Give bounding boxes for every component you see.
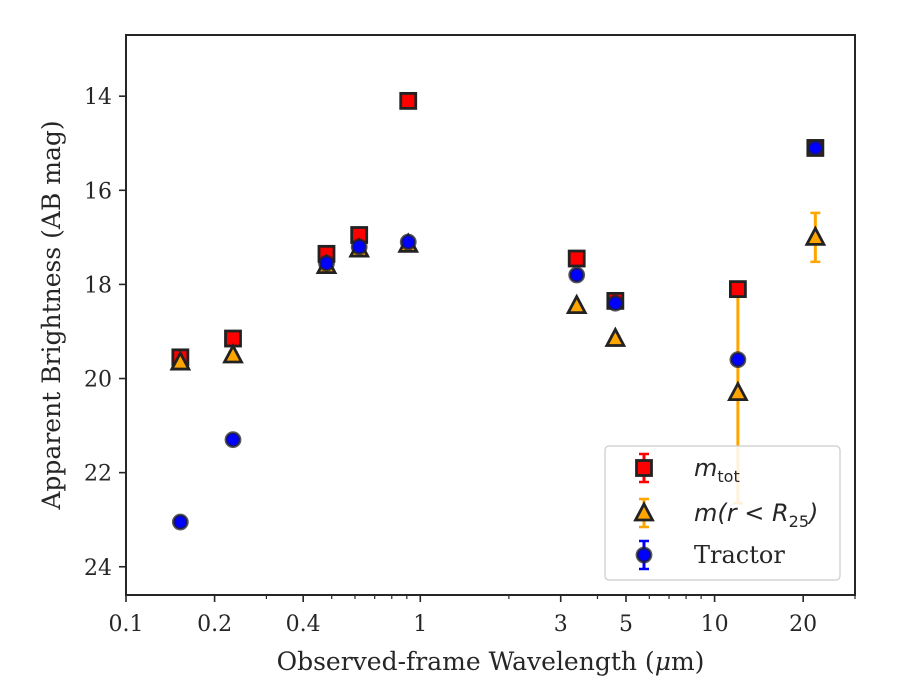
circle-point [729, 351, 747, 369]
y-axis-ticks: 14 16 18 20 22 24 [84, 85, 126, 581]
triangle-point [804, 225, 827, 246]
legend-circle-marker [635, 546, 653, 564]
y-tick-label: 22 [84, 462, 112, 487]
circle-point [399, 233, 417, 251]
y-tick-label: 16 [84, 179, 112, 204]
x-axis-ticks: 0.1 0.2 0.4 1 3 5 10 20 [109, 595, 856, 637]
circle-point [568, 266, 586, 284]
y-axis-label: Apparent Brightness (AB mag) [37, 120, 66, 510]
x-tick-label: 10 [701, 612, 729, 637]
triangle-point [604, 326, 627, 347]
data-markers [169, 91, 827, 531]
circle-point [806, 139, 824, 157]
triangle-point [565, 293, 588, 314]
y-tick-label: 20 [84, 368, 112, 393]
triangle-point [727, 380, 749, 402]
x-tick-label: 3 [554, 612, 568, 637]
x-tick-label: 5 [619, 612, 633, 637]
x-tick-label: 1 [413, 612, 427, 637]
circle-point [606, 294, 624, 312]
axes-frame [125, 34, 856, 596]
legend-triangle-marker [633, 501, 655, 522]
legend-label: mtot [694, 454, 740, 486]
square-point [567, 249, 586, 268]
legend-square-marker [635, 459, 653, 477]
square-point [399, 91, 418, 110]
legend-label: m(r < R25) [694, 499, 818, 531]
x-tick-label: 20 [789, 612, 817, 637]
x-tick-label: 0.4 [286, 612, 321, 637]
y-tick-label: 14 [84, 85, 112, 110]
legend: mtot m(r < R25) Tractor [604, 445, 841, 581]
x-tick-label: 0.1 [109, 612, 144, 637]
legend-box [604, 445, 841, 581]
x-axis-label: Observed-frame Wavelength (μm) [277, 647, 705, 676]
triangle-point [222, 343, 244, 364]
legend-label: Tractor [694, 541, 785, 569]
circle-point [224, 431, 242, 449]
x-tick-label: 0.2 [197, 612, 232, 637]
y-tick-label: 24 [84, 556, 112, 581]
circle-point [318, 254, 335, 272]
circle-point [350, 238, 368, 256]
triangle-point [169, 350, 192, 371]
square-point [728, 280, 747, 299]
y-tick-label: 18 [84, 273, 112, 298]
circle-point [171, 513, 189, 531]
